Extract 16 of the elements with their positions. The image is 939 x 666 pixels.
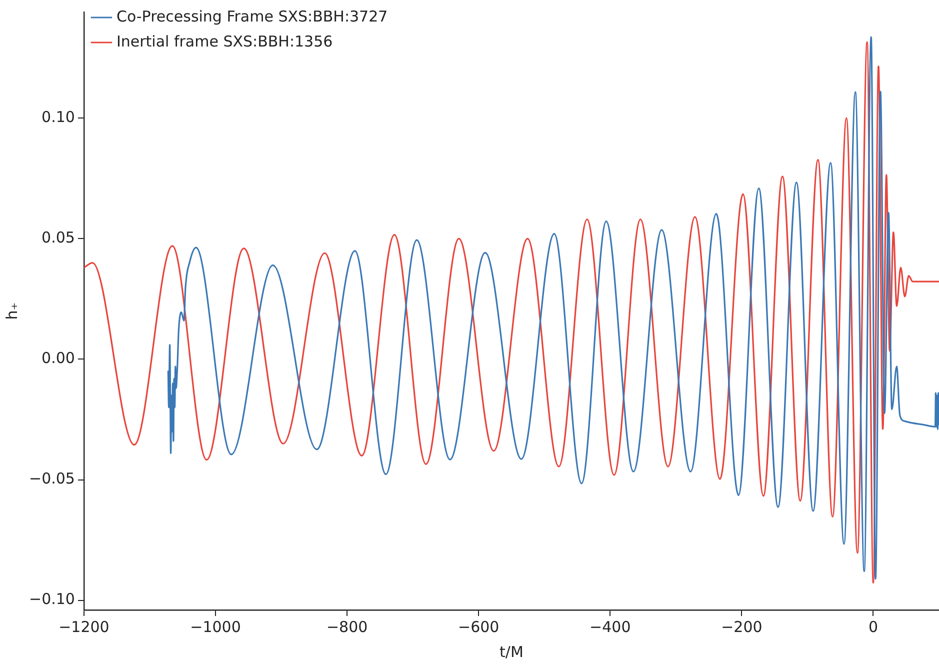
x-tick-label: −400	[590, 618, 631, 636]
x-tick-label: −600	[458, 618, 500, 636]
x-axis-title: t/M	[500, 642, 524, 661]
legend-label: Co-Precessing Frame SXS:BBH:3727	[116, 7, 388, 26]
x-tick-label: −1000	[190, 618, 241, 636]
legend-label: Inertial frame SXS:BBH:1356	[116, 32, 333, 50]
x-tick-label: −800	[326, 618, 368, 636]
x-tick-label: 0	[868, 618, 878, 636]
x-tick-label: −200	[721, 618, 762, 636]
y-axis-title: h₊	[2, 302, 21, 320]
y-tick-label: −0.10	[29, 590, 75, 608]
y-tick-label: −0.05	[29, 470, 75, 488]
y-tick-label: 0.10	[42, 108, 75, 126]
y-tick-label: 0.05	[42, 228, 75, 247]
y-tick-label: 0.00	[42, 349, 75, 368]
x-tick-label: −1200	[58, 618, 110, 636]
